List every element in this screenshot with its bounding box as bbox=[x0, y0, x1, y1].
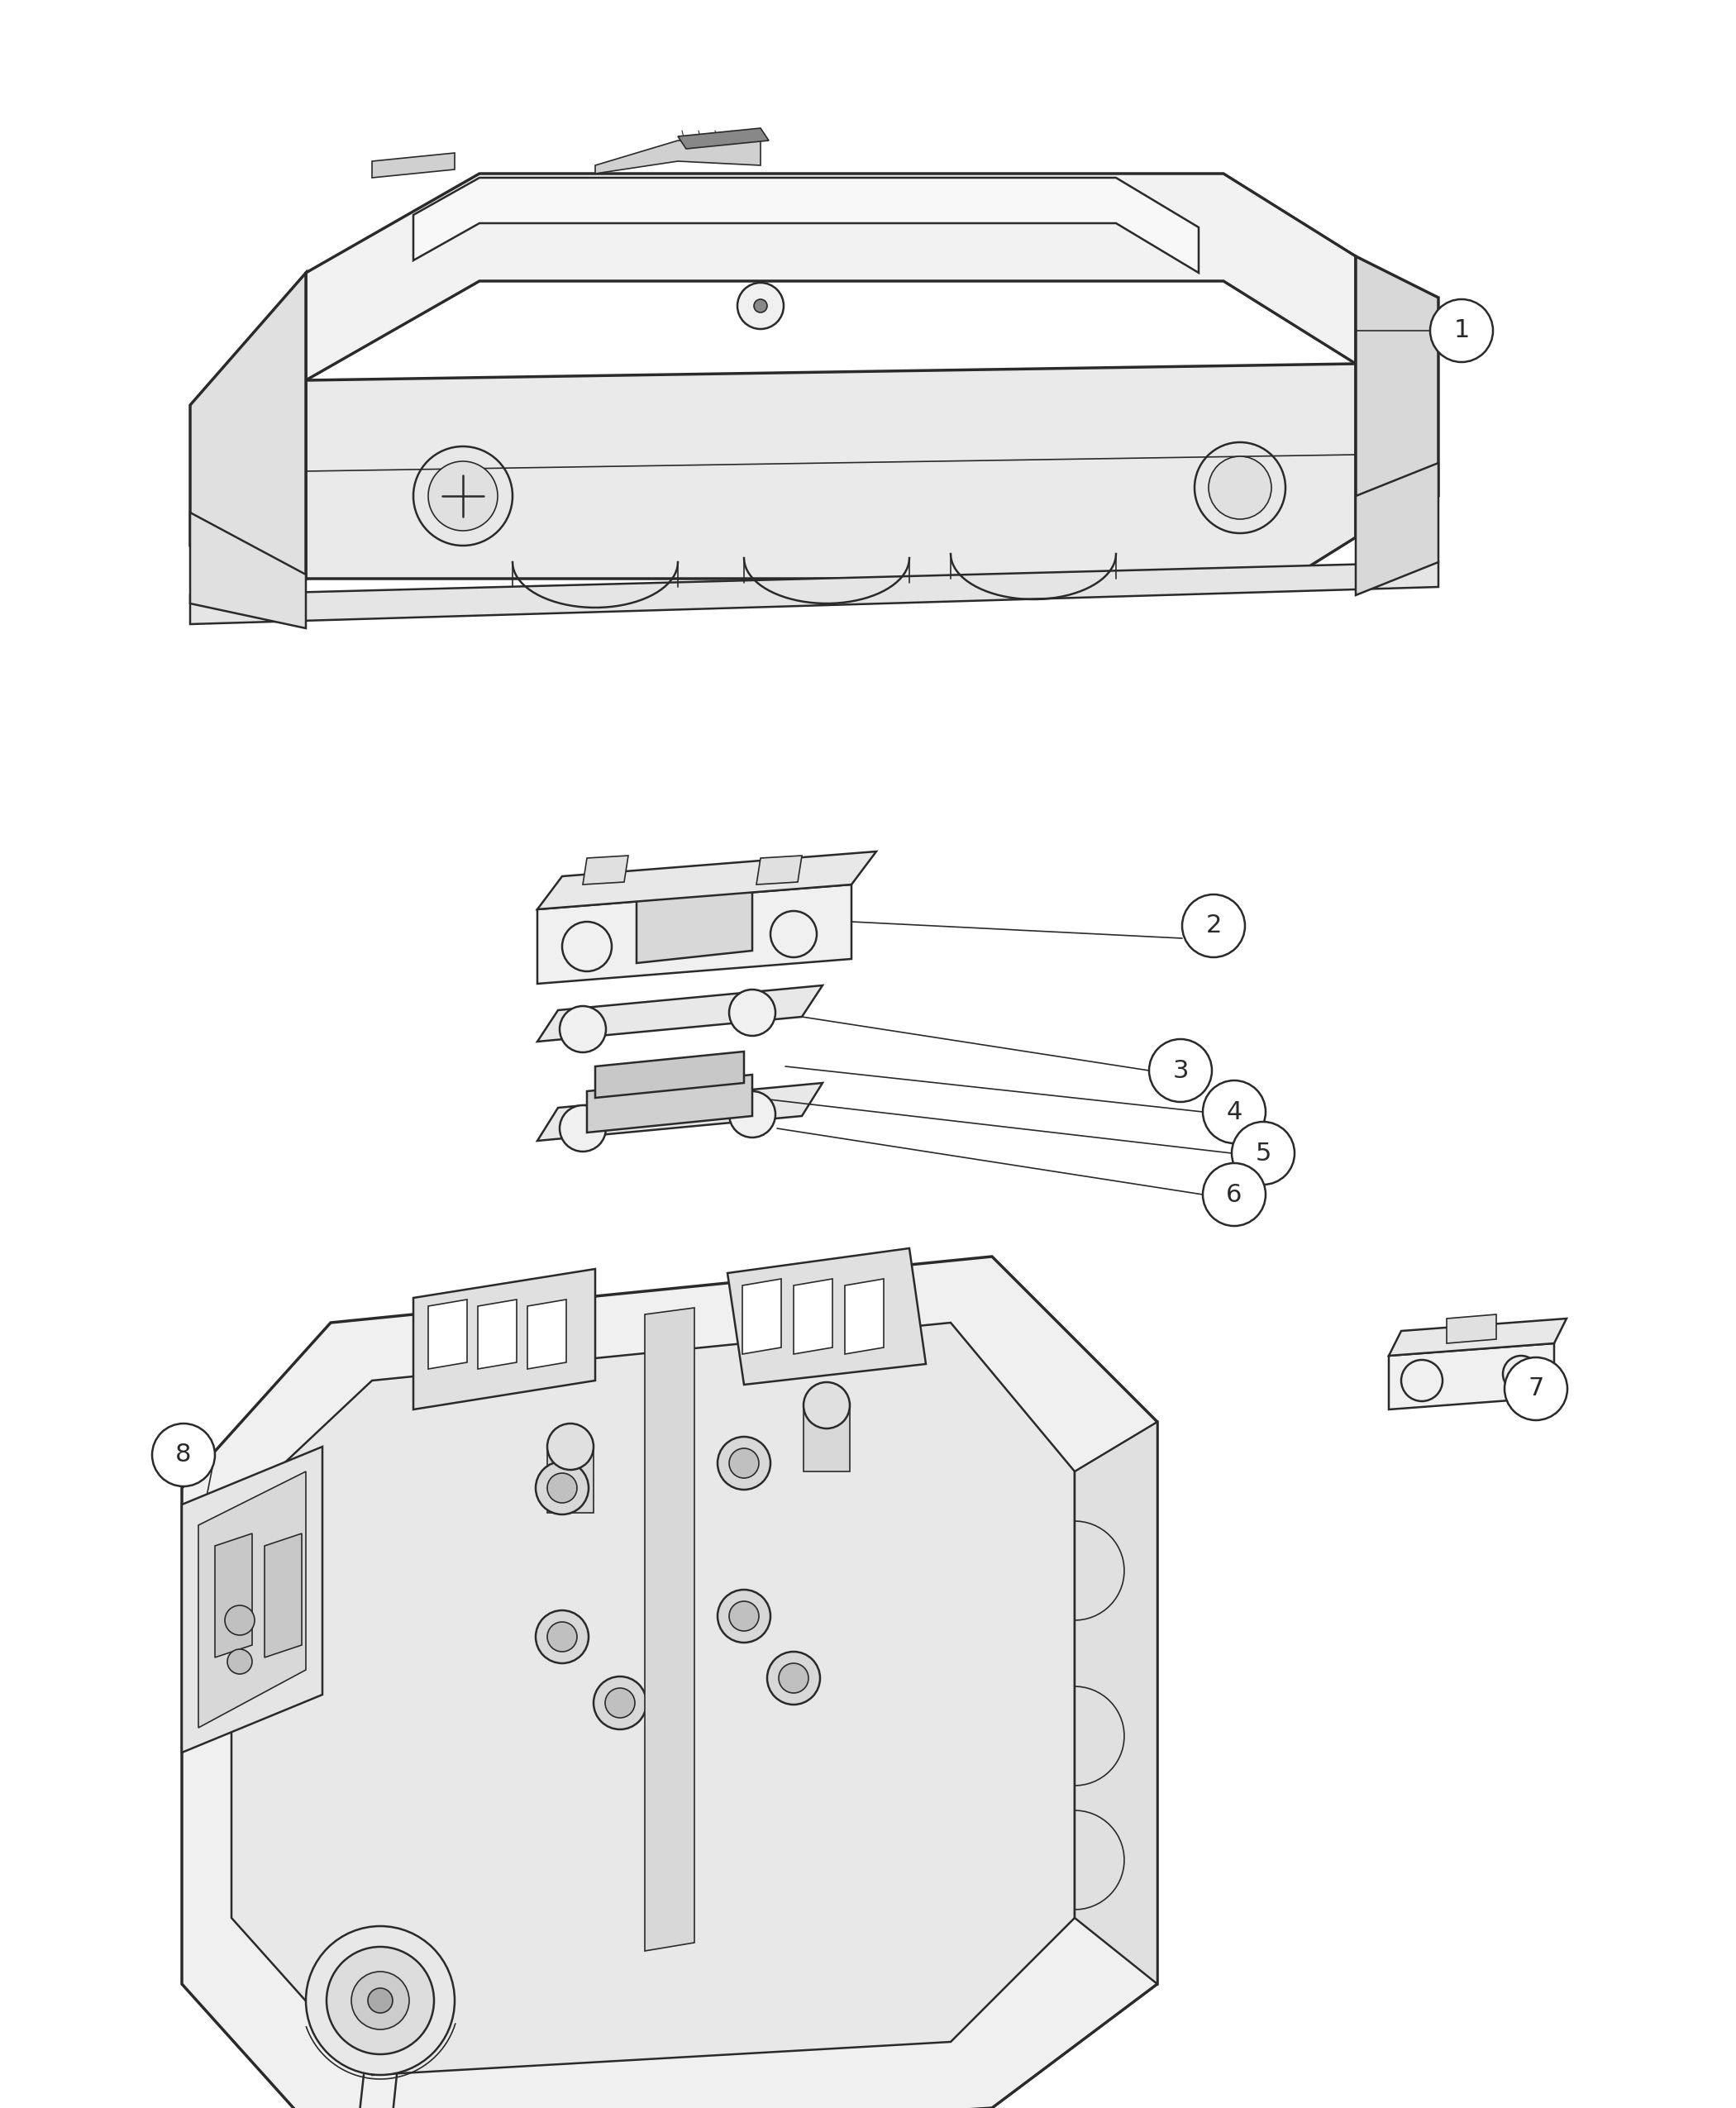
Polygon shape bbox=[538, 852, 877, 909]
Text: 3: 3 bbox=[1172, 1058, 1189, 1084]
Polygon shape bbox=[1356, 464, 1439, 594]
Polygon shape bbox=[413, 177, 1198, 272]
Polygon shape bbox=[538, 984, 823, 1041]
Circle shape bbox=[559, 1105, 606, 1151]
Polygon shape bbox=[538, 885, 851, 984]
Polygon shape bbox=[372, 154, 455, 177]
Polygon shape bbox=[583, 856, 628, 885]
Circle shape bbox=[547, 1473, 576, 1503]
Polygon shape bbox=[191, 512, 306, 628]
Circle shape bbox=[779, 1663, 809, 1693]
Polygon shape bbox=[793, 1280, 833, 1353]
Circle shape bbox=[429, 462, 498, 531]
Circle shape bbox=[804, 1383, 851, 1429]
Text: 1: 1 bbox=[1453, 318, 1470, 344]
Text: 8: 8 bbox=[175, 1444, 191, 1467]
Polygon shape bbox=[528, 1299, 566, 1368]
Polygon shape bbox=[644, 1307, 694, 1950]
Polygon shape bbox=[215, 1533, 252, 1657]
Polygon shape bbox=[595, 1052, 745, 1098]
Circle shape bbox=[729, 1602, 759, 1632]
Circle shape bbox=[413, 447, 512, 546]
Polygon shape bbox=[845, 1280, 884, 1353]
Text: 2: 2 bbox=[1205, 915, 1222, 938]
Circle shape bbox=[1401, 1360, 1443, 1402]
Text: 7: 7 bbox=[1528, 1377, 1543, 1402]
Polygon shape bbox=[1389, 1318, 1566, 1355]
Polygon shape bbox=[743, 1280, 781, 1353]
Circle shape bbox=[753, 299, 767, 312]
Circle shape bbox=[717, 1589, 771, 1642]
Circle shape bbox=[547, 1621, 576, 1653]
Text: 5: 5 bbox=[1255, 1140, 1271, 1166]
Polygon shape bbox=[306, 365, 1356, 580]
Circle shape bbox=[1233, 1121, 1295, 1185]
Circle shape bbox=[767, 1653, 819, 1705]
Polygon shape bbox=[804, 1406, 851, 1471]
Circle shape bbox=[547, 1423, 594, 1469]
Polygon shape bbox=[413, 1269, 595, 1410]
Polygon shape bbox=[587, 1075, 752, 1132]
Circle shape bbox=[326, 1948, 434, 2055]
Circle shape bbox=[1194, 443, 1285, 533]
Circle shape bbox=[562, 921, 611, 972]
Polygon shape bbox=[547, 1446, 594, 1514]
Polygon shape bbox=[757, 856, 802, 885]
Polygon shape bbox=[1389, 1343, 1554, 1410]
Polygon shape bbox=[1075, 1423, 1158, 1984]
Polygon shape bbox=[264, 1533, 302, 1657]
Circle shape bbox=[536, 1611, 589, 1663]
Circle shape bbox=[771, 911, 816, 957]
Circle shape bbox=[559, 1006, 606, 1052]
Polygon shape bbox=[182, 1256, 1158, 2108]
Polygon shape bbox=[595, 141, 760, 173]
Circle shape bbox=[1505, 1358, 1568, 1421]
Circle shape bbox=[729, 1448, 759, 1478]
Circle shape bbox=[606, 1689, 635, 1718]
Circle shape bbox=[1503, 1355, 1540, 1391]
Polygon shape bbox=[191, 272, 306, 580]
Circle shape bbox=[153, 1423, 215, 1486]
Polygon shape bbox=[1356, 257, 1439, 538]
Circle shape bbox=[729, 989, 776, 1035]
Polygon shape bbox=[477, 1299, 517, 1368]
Polygon shape bbox=[182, 1446, 323, 1752]
Circle shape bbox=[227, 1648, 252, 1674]
Circle shape bbox=[351, 1971, 410, 2030]
Circle shape bbox=[226, 1606, 255, 1636]
Polygon shape bbox=[637, 892, 752, 963]
Circle shape bbox=[717, 1438, 771, 1490]
Circle shape bbox=[594, 1676, 646, 1729]
Circle shape bbox=[1149, 1039, 1212, 1102]
Circle shape bbox=[1203, 1164, 1266, 1227]
Polygon shape bbox=[306, 173, 1356, 379]
Circle shape bbox=[738, 282, 783, 329]
Circle shape bbox=[1203, 1081, 1266, 1143]
Polygon shape bbox=[727, 1248, 925, 1385]
Circle shape bbox=[1430, 299, 1493, 363]
Circle shape bbox=[368, 1988, 392, 2013]
Circle shape bbox=[536, 1461, 589, 1514]
Polygon shape bbox=[1446, 1315, 1496, 1343]
Polygon shape bbox=[538, 1084, 823, 1140]
Polygon shape bbox=[198, 1471, 306, 1729]
Text: 4: 4 bbox=[1226, 1100, 1243, 1124]
Polygon shape bbox=[429, 1299, 467, 1368]
Circle shape bbox=[1208, 455, 1271, 519]
Polygon shape bbox=[677, 129, 769, 150]
Circle shape bbox=[306, 1927, 455, 2074]
Circle shape bbox=[729, 1092, 776, 1138]
Text: 6: 6 bbox=[1226, 1183, 1243, 1206]
Polygon shape bbox=[191, 563, 1439, 624]
Polygon shape bbox=[231, 1322, 1075, 2074]
Circle shape bbox=[1182, 894, 1245, 957]
